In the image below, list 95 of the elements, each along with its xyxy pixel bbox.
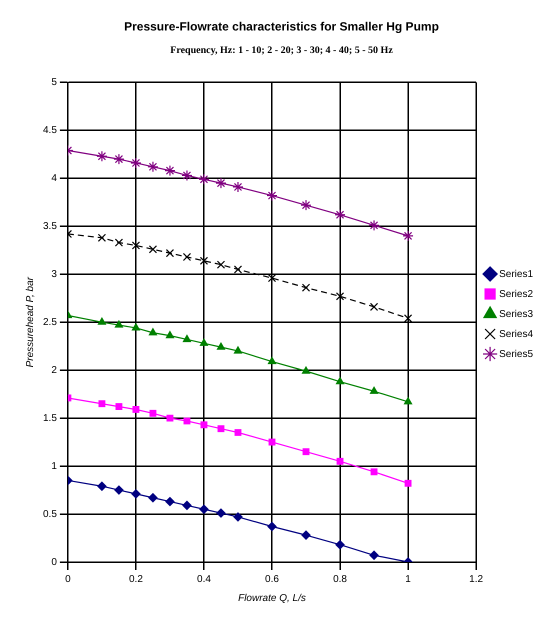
- point: [164, 165, 176, 176]
- legend-label: Series4: [499, 328, 534, 340]
- point: [132, 241, 140, 250]
- point: [132, 406, 140, 413]
- point: [234, 265, 242, 274]
- point: [300, 200, 312, 211]
- point: [334, 209, 346, 220]
- point: [336, 458, 344, 465]
- legend-label: Series1: [499, 268, 534, 280]
- point: [336, 292, 344, 300]
- y-axis-title: Pressurehead P, bar: [24, 276, 36, 368]
- point: [232, 181, 244, 193]
- point: [234, 346, 242, 354]
- x-tick-label: 0.4: [197, 574, 212, 585]
- point: [336, 377, 344, 384]
- point: [181, 170, 193, 182]
- point: [166, 249, 174, 258]
- point: [165, 496, 175, 506]
- point: [199, 504, 209, 514]
- y-tick-label: 1.5: [42, 412, 58, 424]
- point: [132, 323, 140, 331]
- point: [302, 284, 310, 292]
- point: [200, 338, 208, 346]
- point: [234, 429, 242, 436]
- x-tick-label: 0: [65, 574, 72, 585]
- point: [301, 530, 311, 540]
- point: [96, 150, 108, 162]
- point: [268, 356, 276, 364]
- y-tick-label: 2.5: [42, 316, 58, 328]
- y-tick-label: 2: [51, 364, 58, 376]
- x-tick-label: 0.6: [265, 574, 280, 585]
- x-tick-label: 1: [405, 574, 412, 585]
- x-tick-label: 1.2: [469, 574, 484, 585]
- point: [302, 366, 310, 374]
- legend-label: Series5: [499, 348, 534, 360]
- point: [166, 414, 174, 422]
- point: [370, 386, 378, 394]
- legend-label: Series2: [499, 288, 534, 300]
- point: [302, 448, 310, 456]
- point: [130, 157, 142, 169]
- point: [216, 508, 226, 518]
- x-axis-title: Flowrate Q, L/s: [238, 592, 306, 604]
- y-tick-label: 4.5: [42, 125, 58, 136]
- point: [182, 252, 192, 262]
- point: [114, 320, 123, 328]
- point: [218, 425, 224, 432]
- point: [182, 500, 192, 510]
- x-tick-label: 0.2: [128, 574, 144, 585]
- point: [404, 397, 412, 404]
- y-tick-label: 3.5: [42, 221, 58, 232]
- point: [148, 493, 158, 502]
- point: [148, 245, 158, 254]
- y-tick-label: 0.5: [42, 508, 58, 520]
- point: [113, 154, 125, 165]
- y-tick-label: 1: [51, 460, 58, 472]
- point: [114, 485, 124, 495]
- point: [370, 302, 378, 311]
- point: [147, 161, 159, 172]
- point: [97, 482, 107, 491]
- point: [98, 318, 106, 325]
- y-tick-label: 4: [51, 173, 58, 184]
- point: [150, 410, 156, 417]
- legend-label: Series3: [499, 308, 534, 320]
- point: [114, 238, 124, 247]
- point: [267, 522, 277, 532]
- point: [98, 234, 106, 242]
- point: [200, 421, 208, 428]
- point: [335, 540, 345, 550]
- point: [166, 331, 174, 338]
- point: [268, 438, 276, 446]
- point: [131, 489, 141, 498]
- point: [404, 480, 412, 487]
- point: [184, 418, 190, 424]
- x-tick-label: 0.8: [333, 574, 348, 585]
- point: [404, 314, 412, 322]
- chart-subtitle: Frequency, Hz: 1 - 10; 2 - 20; 3 - 30; 4 - 40; 5 - 50 Hz: [170, 44, 394, 56]
- point: [182, 334, 192, 342]
- point: [148, 328, 158, 336]
- point: [402, 230, 414, 242]
- point: [200, 256, 208, 265]
- point: [198, 174, 210, 185]
- point: [368, 220, 380, 231]
- y-tick-label: 3: [51, 268, 58, 280]
- point: [215, 178, 227, 189]
- y-tick-label: 5: [51, 77, 58, 88]
- point: [216, 342, 226, 350]
- chart-title: Pressure-Flowrate characteristics for Smaller Hg Pump: [124, 20, 439, 34]
- point: [216, 260, 226, 269]
- point: [98, 400, 106, 408]
- point: [370, 468, 378, 476]
- y-tick-label: 0: [51, 556, 58, 568]
- point: [266, 190, 278, 202]
- point: [369, 550, 379, 560]
- point: [115, 403, 122, 410]
- point: [233, 512, 243, 522]
